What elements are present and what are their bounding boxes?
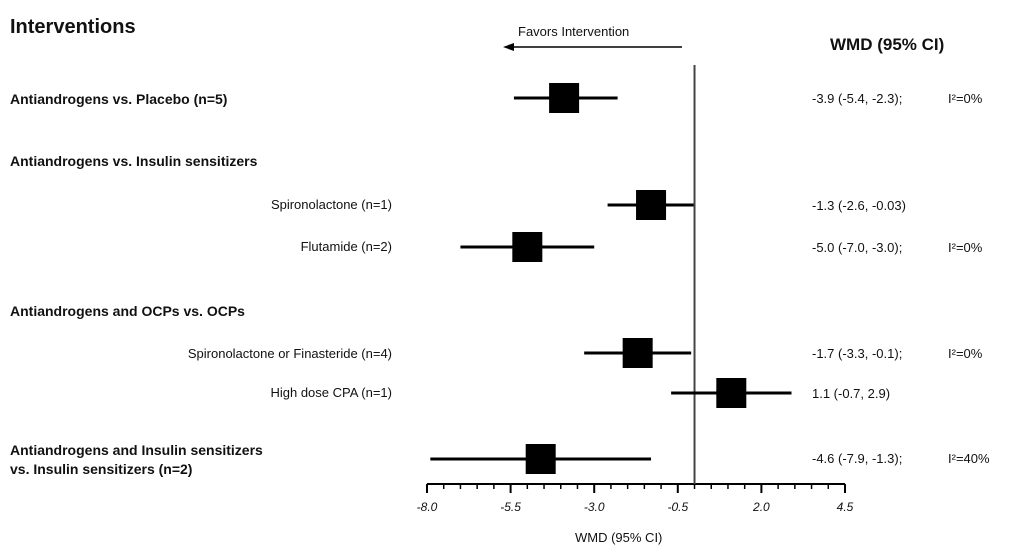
page-title: Interventions — [10, 16, 136, 38]
estimate-text: -4.6 (-7.9, -1.3); — [812, 451, 903, 466]
group-label-insulin-sensitizers: Antiandrogens vs. Insulin sensitizers — [10, 153, 258, 169]
point-estimate-square — [622, 338, 653, 368]
x-tick-label: 4.5 — [836, 500, 854, 514]
heterogeneity-text: I²=0% — [948, 346, 983, 361]
estimate-text: 1.1 (-0.7, 2.9) — [812, 386, 891, 401]
x-axis-label: WMD (95% CI) — [575, 530, 663, 545]
heterogeneity-text: I²=0% — [948, 240, 983, 255]
estimate-text: -3.9 (-5.4, -2.3); — [812, 91, 903, 106]
row-label-spironolactone: Spironolactone (n=1) — [270, 197, 392, 212]
group-label-ocps: Antiandrogens and OCPs vs. OCPs — [10, 303, 245, 319]
point-estimate-square — [716, 378, 747, 408]
estimate-text: -1.7 (-3.3, -0.1); — [812, 346, 903, 361]
group-label-antiandrogens-insulin-line1: Antiandrogens and Insulin sensitizers — [10, 442, 263, 458]
heterogeneity-text: I²=0% — [948, 91, 983, 106]
point-estimate-square — [636, 190, 667, 220]
favors-arrow-head-icon — [503, 43, 514, 51]
point-estimate-square — [525, 444, 556, 474]
x-tick-label: -8.0 — [416, 500, 438, 514]
x-tick-label: -5.5 — [500, 500, 521, 514]
group-label-placebo: Antiandrogens vs. Placebo (n=5) — [10, 91, 228, 107]
row-label-spironolactone-finasteride: Spironolactone or Finasteride (n=4) — [187, 346, 392, 361]
group-label-antiandrogens-insulin-line2: vs. Insulin sensitizers (n=2) — [10, 461, 193, 477]
x-tick-label: -3.0 — [583, 500, 605, 514]
estimate-text: -5.0 (-7.0, -3.0); — [812, 240, 903, 255]
row-label-high-dose-cpa: High dose CPA (n=1) — [270, 385, 392, 400]
favors-intervention-label: Favors Intervention — [518, 24, 630, 39]
point-estimate-square — [549, 83, 580, 113]
x-tick-label: 2.0 — [753, 500, 770, 514]
estimate-column-header: WMD (95% CI) — [830, 35, 945, 54]
heterogeneity-text: I²=40% — [948, 451, 990, 466]
row-label-flutamide: Flutamide (n=2) — [300, 239, 392, 254]
point-estimate-square — [512, 232, 543, 262]
estimate-text: -1.3 (-2.6, -0.03) — [812, 198, 906, 213]
x-tick-label: -0.5 — [667, 500, 689, 514]
